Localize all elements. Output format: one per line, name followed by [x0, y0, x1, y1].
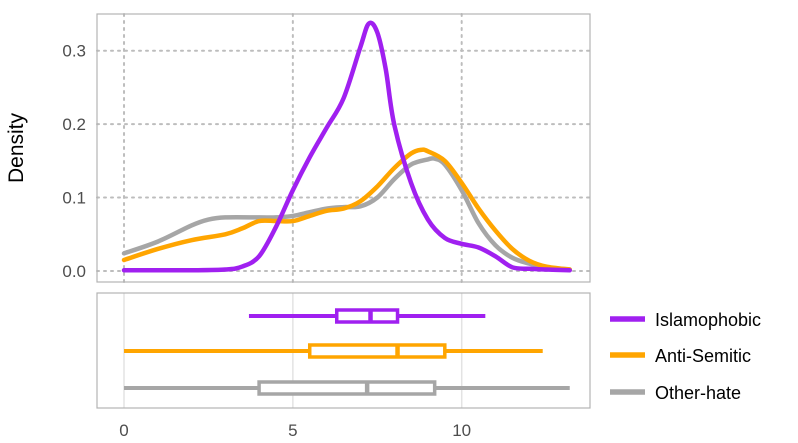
boxplot-box-islamophobic: [334, 308, 400, 324]
density-line-other-hate: [121, 155, 572, 272]
density-series-group: [121, 20, 572, 273]
x-tick-label: 0: [119, 421, 128, 440]
legend: Islamophobic Anti-Semitic Other-hate: [610, 310, 761, 403]
density-line-anti-semitic: [121, 147, 572, 272]
x-tick-label: 5: [288, 421, 297, 440]
boxplot-series-group: [124, 308, 570, 396]
x-axis-tick-labels: 0 5 10: [119, 421, 471, 440]
density-panel-background: [97, 14, 590, 282]
y-axis-title: Density: [5, 112, 28, 183]
density-line-islamophobic: [121, 20, 572, 273]
y-tick-label: 0.3: [62, 42, 86, 61]
legend-label-islamophobic: Islamophobic: [655, 310, 761, 330]
legend-label-anti-semitic: Anti-Semitic: [655, 346, 751, 366]
density-panel-border: [96, 13, 591, 283]
boxplot-box-other-hate: [257, 380, 437, 396]
legend-label-other-hate: Other-hate: [655, 383, 741, 403]
x-tick-label: 10: [452, 421, 471, 440]
density-x-gridlines: [123, 13, 463, 283]
y-tick-label: 0.1: [62, 189, 86, 208]
boxplot-panel-border: [96, 292, 591, 409]
y-tick-label: 0.2: [62, 115, 86, 134]
y-tick-label: 0.0: [62, 262, 86, 281]
density-y-gridlines: [96, 49, 591, 272]
boxplot-box-anti-semitic: [307, 343, 447, 359]
y-axis-tick-labels: 0.0 0.1 0.2 0.3: [62, 42, 86, 281]
